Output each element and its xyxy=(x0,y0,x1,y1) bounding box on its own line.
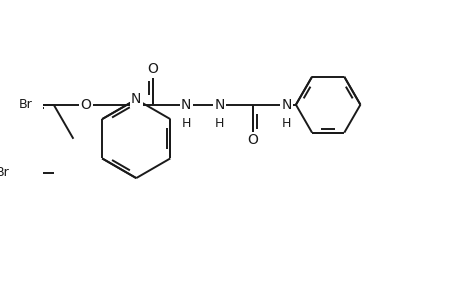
Text: H: H xyxy=(214,117,224,130)
Text: O: O xyxy=(247,133,258,147)
Text: H: H xyxy=(181,117,190,130)
Text: Br: Br xyxy=(19,98,33,111)
Text: Br: Br xyxy=(0,166,10,179)
Text: O: O xyxy=(147,62,158,76)
Text: N: N xyxy=(281,98,291,112)
Text: N: N xyxy=(214,98,224,112)
Text: N: N xyxy=(181,98,191,112)
Text: H: H xyxy=(281,117,291,130)
Text: O: O xyxy=(80,98,91,112)
Text: N: N xyxy=(131,92,141,106)
